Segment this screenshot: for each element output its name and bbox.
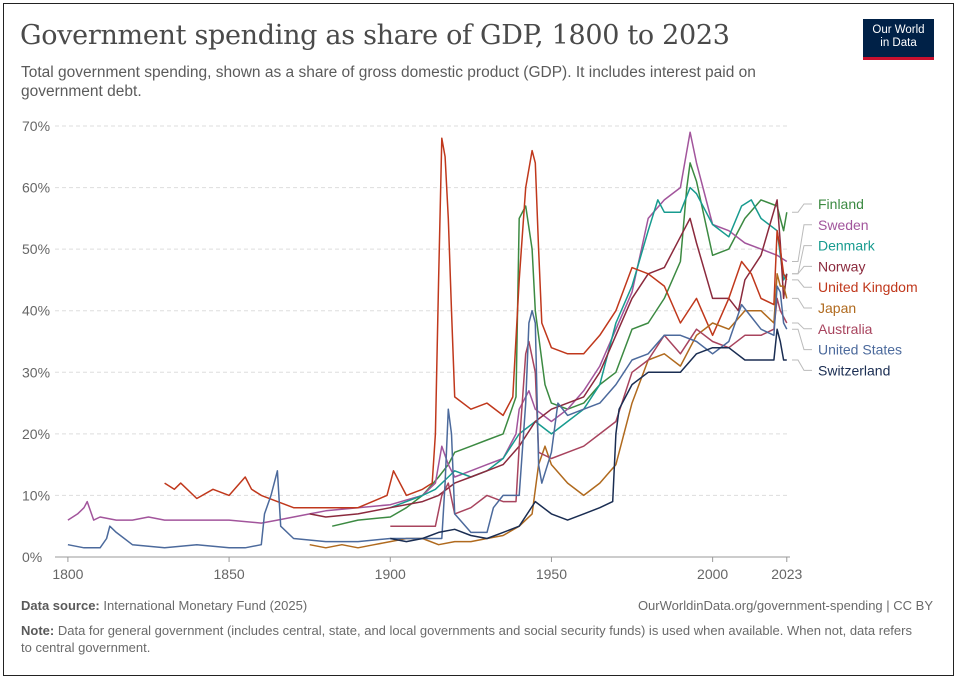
series-labels[interactable]: Finland Sweden Denmark Norway United Kingdom… bbox=[792, 196, 918, 378]
y-axis-ticks: 0% 10% 20% 30% 40% 50% 60% 70% bbox=[22, 118, 50, 565]
series-line-switzerland[interactable] bbox=[390, 328, 787, 543]
x-tick-label: 2000 bbox=[697, 566, 728, 582]
series-line-norway[interactable] bbox=[309, 199, 788, 518]
label-connector bbox=[792, 265, 812, 275]
x-tick-label: 2023 bbox=[771, 566, 802, 582]
series-label-denmark[interactable]: Denmark bbox=[818, 238, 876, 254]
series-line-australia[interactable] bbox=[390, 297, 788, 527]
series-label-united-states[interactable]: United States bbox=[818, 342, 902, 358]
y-tick-label: 50% bbox=[22, 241, 50, 257]
label-connector bbox=[792, 328, 812, 351]
chart-title: Government spending as share of GDP, 180… bbox=[20, 20, 730, 51]
y-tick-label: 30% bbox=[22, 364, 50, 380]
label-connector bbox=[792, 359, 812, 371]
note-text: Data for general government (includes ce… bbox=[21, 623, 912, 655]
figure-frame bbox=[3, 3, 954, 676]
source-label: Data source: bbox=[21, 598, 100, 613]
y-tick-label: 0% bbox=[22, 549, 42, 565]
x-tick-label: 1950 bbox=[536, 566, 567, 582]
label-connector bbox=[792, 203, 812, 213]
logo-line-2: in Data bbox=[880, 37, 917, 49]
series-line-united-states[interactable] bbox=[67, 285, 788, 549]
source-text[interactable]: International Monetary Fund (2025) bbox=[103, 598, 308, 613]
series-label-finland[interactable]: Finland bbox=[818, 196, 864, 212]
chart-note: Note: Data for general government (inclu… bbox=[21, 622, 921, 656]
series-label-switzerland[interactable]: Switzerland bbox=[818, 362, 890, 378]
grid-lines bbox=[55, 125, 790, 558]
series-label-australia[interactable]: Australia bbox=[818, 321, 873, 337]
y-tick-label: 70% bbox=[22, 118, 50, 134]
series-label-united-kingdom[interactable]: United Kingdom bbox=[818, 279, 918, 295]
x-tick-label: 1800 bbox=[52, 566, 83, 582]
y-tick-label: 40% bbox=[22, 303, 50, 319]
label-connector bbox=[792, 224, 812, 262]
series-line-sweden[interactable] bbox=[67, 131, 788, 524]
series-label-sweden[interactable]: Sweden bbox=[818, 217, 869, 233]
series-line-denmark[interactable] bbox=[390, 186, 788, 509]
chart-subtitle: Total government spending, shown as a sh… bbox=[21, 64, 756, 100]
source-url[interactable]: OurWorldinData.org/government-spending |… bbox=[637, 598, 933, 613]
label-connector bbox=[792, 322, 812, 330]
x-axis: 1800 1850 1900 1950 2000 2023 bbox=[52, 557, 803, 582]
owid-logo[interactable]: Our World in Data bbox=[863, 19, 934, 60]
x-tick-label: 1850 bbox=[214, 566, 245, 582]
label-connector bbox=[792, 297, 812, 309]
note-label: Note: bbox=[21, 623, 55, 638]
data-source: Data source: International Monetary Fund… bbox=[21, 598, 307, 613]
y-tick-label: 60% bbox=[22, 180, 50, 196]
label-connector bbox=[792, 279, 812, 288]
logo-line-1: Our World bbox=[872, 24, 925, 36]
x-tick-label: 1900 bbox=[375, 566, 406, 582]
y-tick-label: 20% bbox=[22, 426, 50, 442]
series-label-japan[interactable]: Japan bbox=[818, 300, 856, 316]
line-chart: 0% 10% 20% 30% 40% 50% 60% 70% 1800 1850 1900 1950… bbox=[22, 118, 918, 582]
series-label-norway[interactable]: Norway bbox=[818, 258, 865, 274]
y-tick-label: 10% bbox=[22, 487, 50, 503]
series-lines[interactable] bbox=[67, 131, 788, 549]
series-line-united-kingdom[interactable] bbox=[164, 137, 788, 509]
